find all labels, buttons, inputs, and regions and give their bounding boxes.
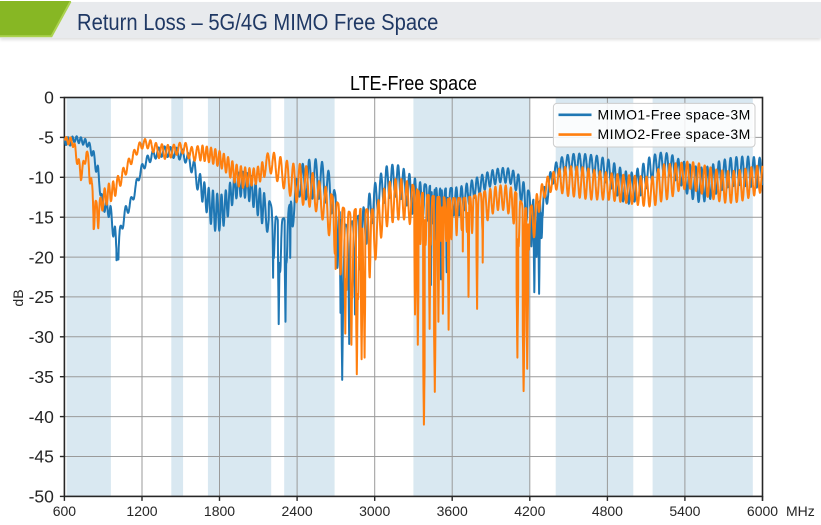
svg-text:-45: -45 [29,447,54,467]
svg-text:-10: -10 [29,168,55,188]
svg-text:2400: 2400 [282,503,313,519]
svg-text:-50: -50 [29,487,55,507]
svg-text:0: 0 [44,88,54,108]
svg-text:dB: dB [10,289,26,306]
svg-text:-15: -15 [29,207,54,227]
svg-text:6000: 6000 [747,503,778,519]
svg-text:600: 600 [53,503,77,519]
svg-text:3600: 3600 [437,503,468,519]
svg-text:-25: -25 [29,287,54,307]
svg-text:MIMO2-Free space-3M: MIMO2-Free space-3M [598,126,751,142]
svg-text:-35: -35 [29,367,54,387]
svg-text:-30: -30 [29,327,55,347]
svg-text:3000: 3000 [359,503,390,519]
svg-text:4800: 4800 [592,503,623,519]
svg-text:1800: 1800 [204,503,235,519]
svg-text:5400: 5400 [669,503,700,519]
svg-text:-20: -20 [29,247,55,267]
svg-text:LTE-Free space: LTE-Free space [350,73,477,95]
svg-text:-40: -40 [29,407,55,427]
svg-text:-5: -5 [38,128,54,148]
svg-text:MIMO1-Free space-3M: MIMO1-Free space-3M [598,106,751,122]
svg-text:MHz: MHz [786,503,815,519]
svg-text:4200: 4200 [514,503,545,519]
svg-text:1200: 1200 [126,503,157,519]
